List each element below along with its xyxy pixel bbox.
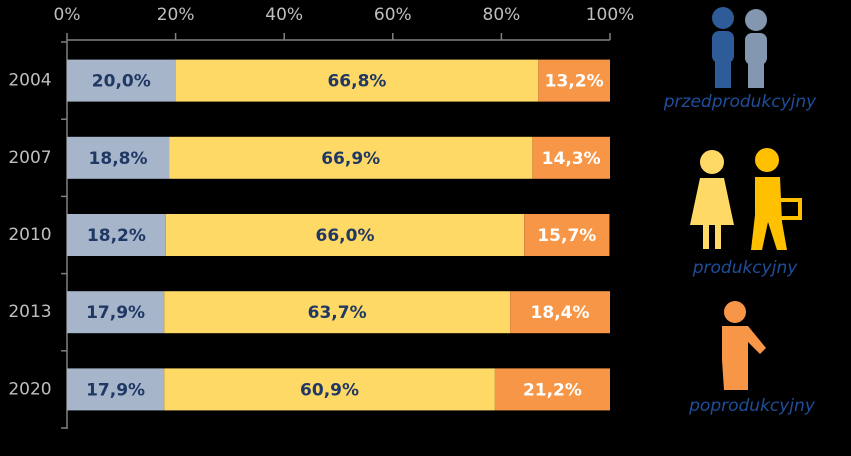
value-label: 14,3%: [542, 149, 601, 169]
y-tick-label: 2013: [8, 302, 51, 322]
x-tick-label: 20%: [157, 5, 195, 25]
icon-prod: [690, 148, 802, 250]
bar-segment: [67, 368, 165, 411]
value-label: 60,9%: [300, 380, 359, 400]
value-label: 18,2%: [87, 226, 146, 246]
bar-segment: [165, 214, 525, 256]
bar-segment: [494, 368, 610, 411]
x-tick-label: 80%: [483, 5, 521, 25]
icon-post: [722, 301, 766, 390]
bar-segment: [67, 59, 176, 102]
legend-label: produkcyjny: [692, 258, 798, 278]
value-label: 18,4%: [531, 303, 590, 323]
y-tick-label: 2010: [8, 225, 51, 245]
y-tick-label: 2020: [8, 379, 51, 399]
bar-segment: [169, 136, 533, 179]
y-tick-label: 2007: [8, 148, 51, 168]
value-label: 18,8%: [89, 149, 148, 169]
value-label: 66,9%: [321, 149, 380, 169]
legend-label: poprodukcyjny: [688, 396, 816, 416]
bar-segment: [67, 214, 166, 256]
value-label: 66,0%: [316, 226, 375, 246]
value-label: 13,2%: [545, 72, 604, 92]
bar-segment: [67, 291, 165, 334]
x-tick-label: 60%: [374, 5, 412, 25]
icon-pre: [712, 7, 767, 88]
bar-segment: [510, 291, 610, 334]
x-tick-label: 100%: [586, 5, 635, 25]
bar-segment: [164, 291, 511, 334]
bar-segment: [538, 59, 610, 102]
y-tick-label: 2004: [8, 71, 51, 91]
value-label: 17,9%: [86, 303, 145, 323]
bar-segment: [532, 136, 610, 179]
value-label: 21,2%: [523, 380, 582, 400]
legend-label: przedprodukcyjny: [663, 92, 817, 112]
bar-segment: [524, 214, 610, 256]
x-tick-label: 40%: [265, 5, 303, 25]
bar-segment: [67, 136, 170, 179]
bar-segment: [164, 368, 495, 411]
value-label: 20,0%: [92, 72, 151, 92]
value-label: 15,7%: [537, 226, 596, 246]
value-label: 17,9%: [86, 380, 145, 400]
bar-segment: [175, 59, 539, 102]
value-label: 66,8%: [327, 72, 386, 92]
x-tick-label: 0%: [54, 5, 81, 25]
value-label: 63,7%: [308, 303, 367, 323]
